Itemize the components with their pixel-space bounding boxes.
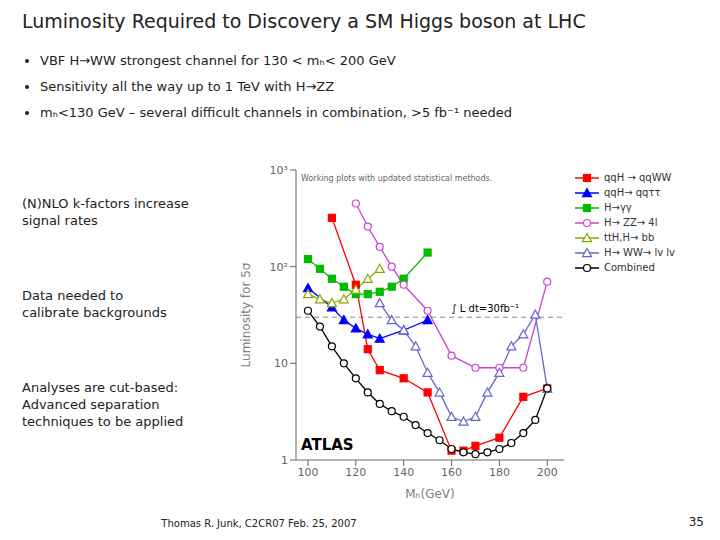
- html-text:Thomas R. Junk, C2CR07 Feb. 25: Thomas R. Junk, C2CR07 Feb. 25, 2007: [161, 518, 357, 529]
- html-text:(N)NLO k-factors increase sign: (N)NLO k-factors increase signal rates: [22, 196, 189, 228]
- svg-text:10: 10: [274, 357, 288, 370]
- html-text:ATLAS: ATLAS: [301, 436, 354, 454]
- html-text:ttH,H→ bb: ttH,H→ bb: [604, 232, 655, 243]
- html-text:H→ ZZ→ 4l: H→ ZZ→ 4l: [604, 217, 658, 228]
- svg-text:Luminosity for 5σ: Luminosity for 5σ: [239, 262, 253, 367]
- svg-text:10³: 10³: [270, 164, 288, 177]
- html-text:Sensitivity all the way up to: Sensitivity all the way up to 1 TeV with…: [40, 79, 335, 94]
- html-text:VBF H→WW strongest channel for: VBF H→WW strongest channel for 130 < mₕ<…: [40, 53, 396, 68]
- svg-text:1: 1: [281, 454, 288, 467]
- html-text:Working plots with updated sta: Working plots with updated statistical m…: [301, 174, 493, 183]
- html-text:qqH → qqWW: qqH → qqWW: [604, 172, 672, 183]
- html-text:Luminosity Required to Discove: Luminosity Required to Discovery a SM Hi…: [22, 10, 586, 32]
- svg-text:10²: 10²: [270, 261, 288, 274]
- svg-text:120: 120: [345, 466, 366, 479]
- html-text:Analyses are cut-based: Advanc: Analyses are cut-based: Advanced separat…: [22, 380, 184, 429]
- svg-text:∫ L dt=30fb⁻¹: ∫ L dt=30fb⁻¹: [451, 303, 519, 314]
- html-text:Data needed to calibrate backg: Data needed to calibrate backgrounds: [22, 288, 167, 320]
- html-text:Combined: Combined: [604, 262, 655, 273]
- html-text:H→ WW→ lv lv: H→ WW→ lv lv: [604, 247, 675, 258]
- html-text:mₕ<130 GeV – several difficult: mₕ<130 GeV – several difficult channels …: [40, 105, 513, 120]
- svg-text:200: 200: [537, 466, 558, 479]
- html-text:H→γγ: H→γγ: [604, 202, 632, 213]
- svg-text:Mₕ(GeV): Mₕ(GeV): [405, 487, 454, 500]
- svg-text:160: 160: [441, 466, 462, 479]
- svg-text:140: 140: [393, 466, 414, 479]
- html-text:qqH→ qqττ: qqH→ qqττ: [604, 187, 661, 198]
- svg-text:180: 180: [489, 466, 510, 479]
- html-text:35: 35: [688, 515, 704, 529]
- svg-text:100: 100: [297, 466, 318, 479]
